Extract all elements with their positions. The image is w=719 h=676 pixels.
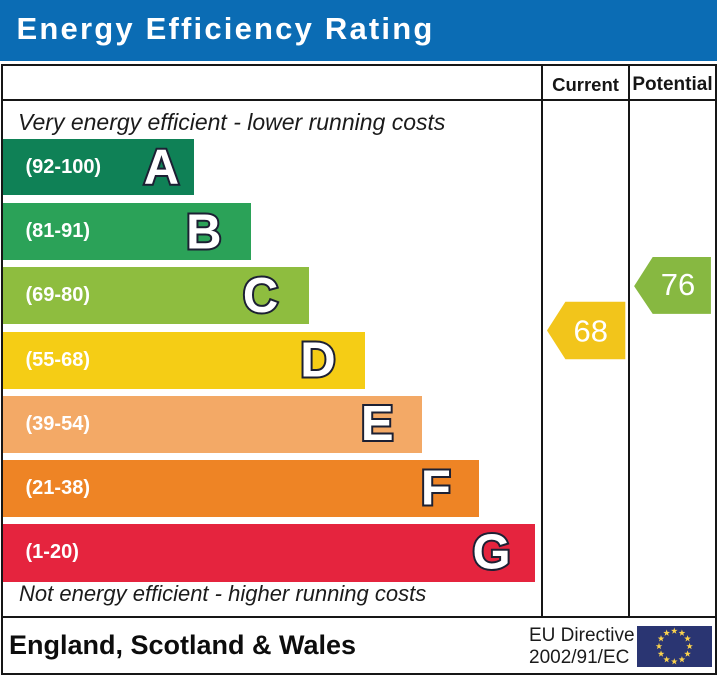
svg-text:G: G <box>472 526 510 580</box>
svg-text:D: D <box>300 334 335 388</box>
svg-text:E: E <box>361 397 394 451</box>
svg-text:C: C <box>243 269 278 323</box>
svg-text:68: 68 <box>574 313 608 348</box>
svg-text:A: A <box>144 141 179 195</box>
svg-text:76: 76 <box>661 267 695 302</box>
svg-text:F: F <box>421 462 451 516</box>
svg-text:B: B <box>186 206 221 260</box>
